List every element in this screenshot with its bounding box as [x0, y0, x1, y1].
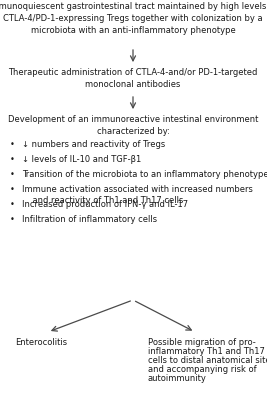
Text: Possible migration of pro-: Possible migration of pro-: [148, 338, 256, 347]
Text: •: •: [10, 170, 15, 179]
Text: •: •: [10, 155, 15, 164]
Text: ↓ numbers and reactivity of Tregs: ↓ numbers and reactivity of Tregs: [22, 140, 165, 149]
Text: Development of an immunoreactive intestinal environment
characterized by:: Development of an immunoreactive intesti…: [8, 115, 258, 136]
Text: •: •: [10, 215, 15, 224]
Text: Immunoquiescent gastrointestinal tract maintained by high levels of
CTLA-4/PD-1-: Immunoquiescent gastrointestinal tract m…: [0, 2, 267, 35]
Text: •: •: [10, 200, 15, 209]
Text: •: •: [10, 140, 15, 149]
Text: Enterocolitis: Enterocolitis: [15, 338, 67, 347]
Text: Infiltration of inflammatory cells: Infiltration of inflammatory cells: [22, 215, 157, 224]
Text: Therapeutic administration of CTLA-4-and/or PD-1-targeted
monoclonal antibodies: Therapeutic administration of CTLA-4-and…: [8, 68, 258, 89]
Text: and accompanying risk of: and accompanying risk of: [148, 365, 257, 374]
Text: •: •: [10, 185, 15, 194]
Text: ↓ levels of IL-10 and TGF-β1: ↓ levels of IL-10 and TGF-β1: [22, 155, 141, 164]
Text: cells to distal anatomical sites: cells to distal anatomical sites: [148, 356, 267, 365]
Text: Immune activation associated with increased numbers
    and reactivity of Th1 an: Immune activation associated with increa…: [22, 185, 253, 205]
Text: Transition of the microbiota to an inflammatory phenotype: Transition of the microbiota to an infla…: [22, 170, 267, 179]
Text: autoimmunity: autoimmunity: [148, 374, 207, 383]
Text: inflammatory Th1 and Th17: inflammatory Th1 and Th17: [148, 347, 265, 356]
Text: Increased production of IFN-γ and IL-17: Increased production of IFN-γ and IL-17: [22, 200, 188, 209]
